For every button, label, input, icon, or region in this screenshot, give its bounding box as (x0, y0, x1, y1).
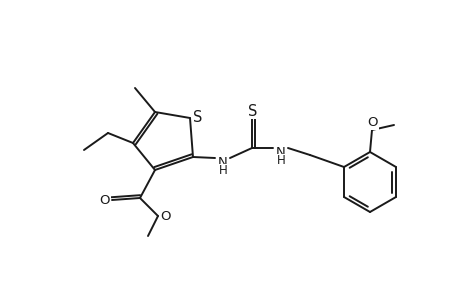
Text: S: S (193, 110, 202, 124)
Text: O: O (367, 116, 377, 130)
Text: S: S (248, 103, 257, 118)
Text: N: N (218, 155, 227, 169)
Text: N: N (275, 146, 285, 158)
Text: O: O (160, 211, 171, 224)
Text: H: H (218, 164, 227, 178)
Text: H: H (276, 154, 285, 167)
Text: O: O (100, 194, 110, 208)
